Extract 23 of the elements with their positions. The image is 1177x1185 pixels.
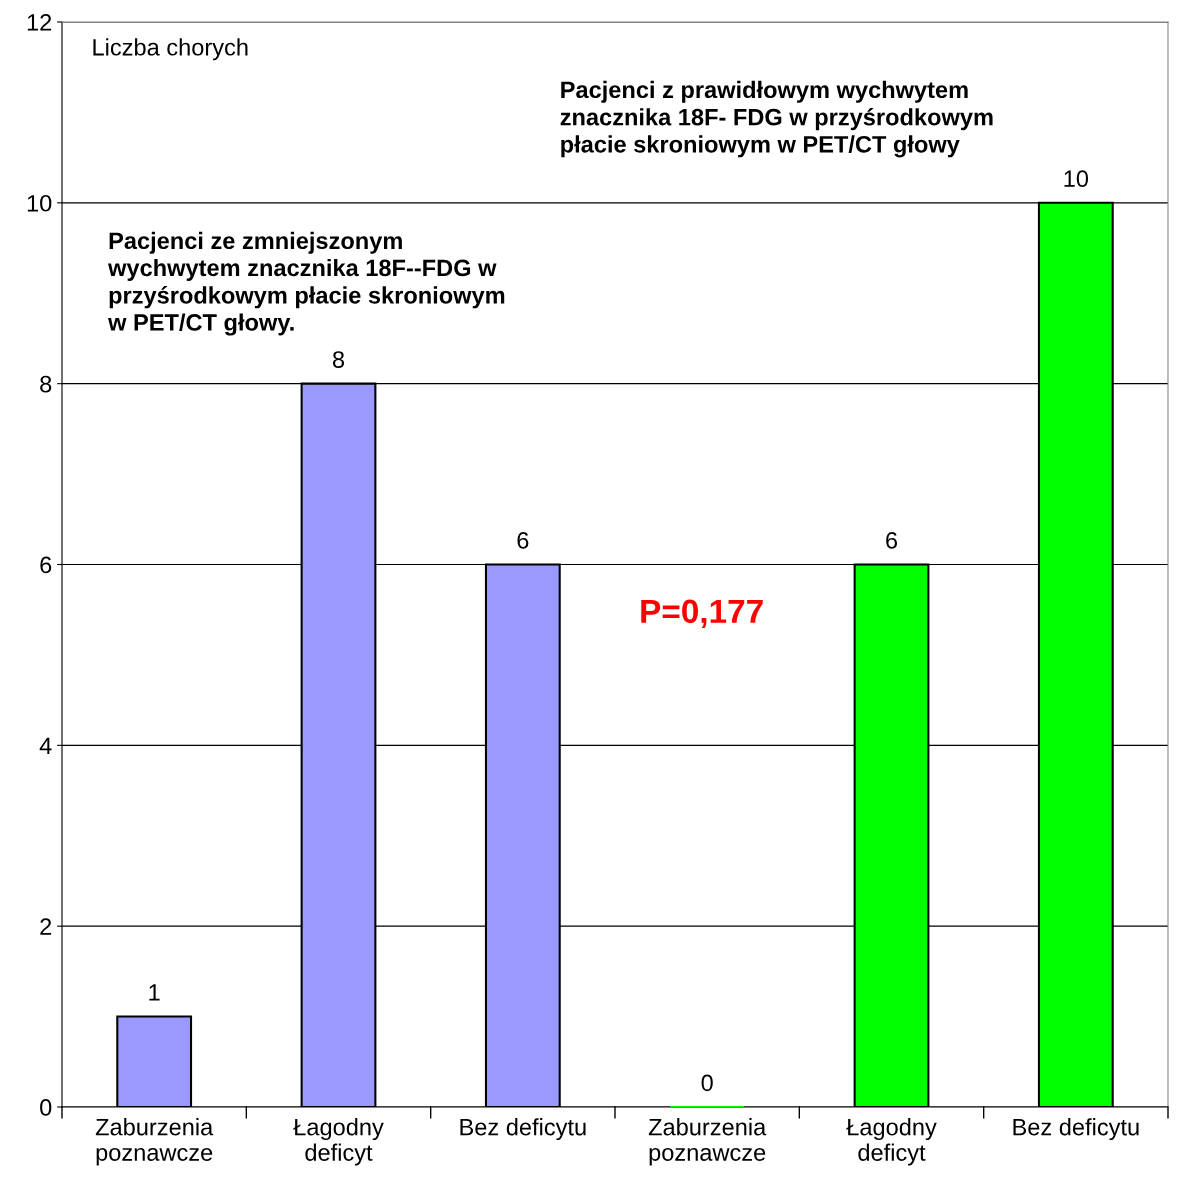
data-label: 1 bbox=[149, 984, 160, 1001]
y-tick-label: 12 bbox=[27, 14, 52, 31]
x-tick-label: Zaburzenia poznawcze bbox=[95, 1118, 214, 1166]
data-label: 10 bbox=[1064, 170, 1089, 188]
annotation: Liczba chorych bbox=[93, 38, 248, 61]
y-tick-label: 2 bbox=[40, 918, 52, 935]
annotation: Pacjenci z prawidłowym wychwytem znacznika 18F- FDG w przyśrodkowym płacie skroniowym w PET/CT głowy bbox=[560, 80, 993, 158]
y-tick-label: 8 bbox=[40, 375, 52, 393]
x-tick-label: Łagodny deficyt bbox=[846, 1118, 937, 1166]
annotation: Pacjenci ze zmniejszonym wychwytem znacznika 18F--FDG w przyśrodkowym płacie skroniowym w PET/CT głowy. bbox=[108, 231, 505, 336]
y-tick-label: 6 bbox=[40, 556, 52, 574]
x-tick-label: Bez deficytu bbox=[1013, 1118, 1139, 1141]
data-label: 6 bbox=[886, 532, 898, 549]
annotation: P=0,177 bbox=[641, 599, 763, 629]
data-label: 8 bbox=[332, 351, 345, 368]
x-tick-label: Łagodny deficyt bbox=[293, 1118, 384, 1166]
x-tick-label: Bez deficytu bbox=[460, 1118, 586, 1141]
y-tick-label: 4 bbox=[39, 737, 52, 754]
y-tick-label: 0 bbox=[40, 1099, 52, 1116]
y-tick-label: 10 bbox=[27, 194, 52, 212]
data-label: 6 bbox=[517, 532, 529, 549]
data-label: 0 bbox=[701, 1074, 713, 1092]
x-tick-label: Zaburzenia poznawcze bbox=[648, 1118, 767, 1166]
